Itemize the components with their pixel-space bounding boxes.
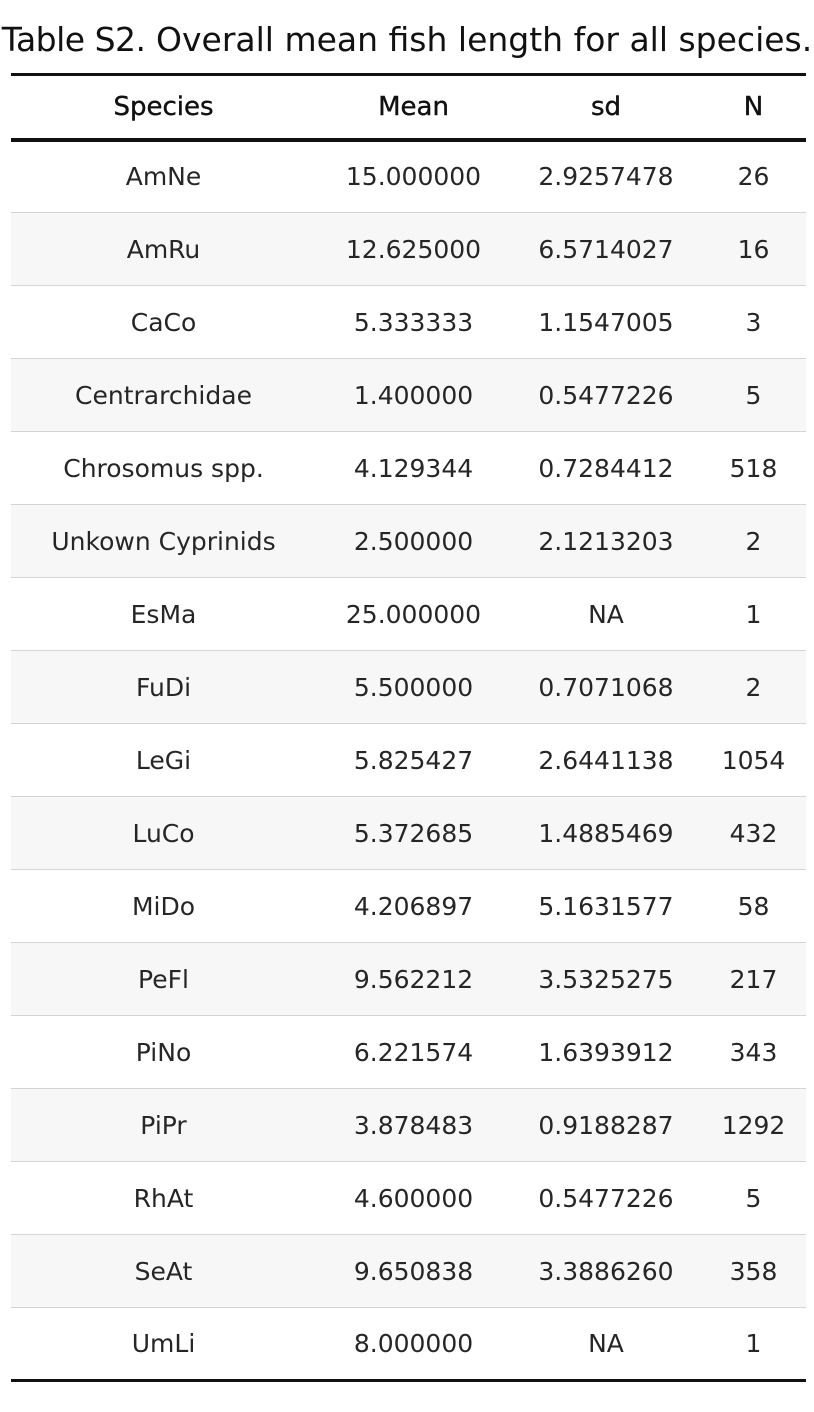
cell-n: 518 [729,453,778,483]
table-caption: Table S2. Overall mean fish length for a… [0,14,814,66]
cell-n: 432 [729,818,778,848]
table-row: PeFl 9.562212 3.5325275 217 [11,942,806,1016]
cell-species: PiNo [135,1037,192,1067]
table-row: LuCo 5.372685 1.4885469 432 [11,796,806,870]
column-header-sd: sd [590,91,622,122]
table-row: LeGi 5.825427 2.6441138 1054 [11,723,806,797]
cell-sd: 6.5714027 [538,234,674,264]
column-header-mean: Mean [378,91,449,122]
cell-species: Centrarchidae [75,380,252,410]
cell-mean: 12.625000 [345,234,482,264]
table-row: Centrarchidae 1.400000 0.5477226 5 [11,358,806,432]
table-row: SeAt 9.650838 3.3886260 358 [11,1234,806,1308]
cell-mean: 4.206897 [353,891,474,921]
cell-species: MiDo [131,891,196,921]
cell-species: Chrosomus spp. [63,453,264,483]
cell-n: 5 [745,1183,762,1213]
cell-sd: 1.1547005 [538,307,674,337]
caption-label: Table S2. [1,20,146,59]
cell-mean: 6.221574 [353,1037,474,1067]
table-row: EsMa 25.000000 NA 1 [11,577,806,651]
cell-n: 3 [745,307,762,337]
cell-sd: NA [588,1329,624,1358]
cell-species: PiPr [140,1110,187,1140]
cell-sd: 2.1213203 [538,526,674,556]
table-row: PiNo 6.221574 1.6393912 343 [11,1015,806,1089]
cell-sd: 1.4885469 [538,818,674,848]
table-body: AmNe 15.000000 2.9257478 26 AmRu 12.625000 6.5… [11,140,806,1381]
cell-species: SeAt [134,1256,193,1286]
table-row: Unkown Cyprinids 2.500000 2.1213203 2 [11,504,806,578]
cell-sd: 2.9257478 [538,162,674,192]
cell-species: UmLi [131,1329,196,1358]
cell-mean: 9.562212 [353,964,474,994]
cell-n: 58 [737,891,770,921]
cell-sd: 3.3886260 [538,1256,674,1286]
cell-species: LuCo [132,818,195,848]
cell-species: AmNe [125,162,202,192]
cell-mean: 15.000000 [345,162,482,192]
cell-species: Unkown Cyprinids [51,526,276,556]
cell-mean: 5.333333 [353,307,474,337]
cell-mean: 5.825427 [353,745,474,775]
cell-n: 26 [737,162,770,192]
species-length-table: Species Mean sd N AmNe 15.000000 2.9257478… [11,73,806,1382]
cell-species: LeGi [135,745,192,775]
cell-sd: NA [588,599,624,629]
cell-sd: 5.1631577 [538,891,674,921]
cell-sd: 0.5477226 [538,1183,674,1213]
cell-species: CaCo [130,307,197,337]
table-row: AmNe 15.000000 2.9257478 26 [11,140,806,213]
table-row: Chrosomus spp. 4.129344 0.7284412 518 [11,431,806,505]
cell-species: FuDi [135,672,192,702]
cell-sd: 0.5477226 [538,380,674,410]
cell-sd: 0.7071068 [538,672,674,702]
table-row: RhAt 4.600000 0.5477226 5 [11,1161,806,1235]
table-row: CaCo 5.333333 1.1547005 3 [11,285,806,359]
cell-n: 1 [745,599,762,629]
table-row: FuDi 5.500000 0.7071068 2 [11,650,806,724]
caption-text: Overall mean fish length for all species… [156,20,813,59]
table-container: Species Mean sd N AmNe 15.000000 2.9257478… [11,73,806,1382]
cell-n: 1292 [721,1110,786,1140]
cell-mean: 9.650838 [353,1256,474,1286]
cell-n: 2 [745,672,762,702]
cell-mean: 5.500000 [353,672,474,702]
cell-mean: 25.000000 [345,599,482,629]
column-header-species: Species [113,91,214,122]
cell-sd: 0.7284412 [538,453,674,483]
cell-sd: 2.6441138 [538,745,674,775]
cell-n: 1 [745,1329,762,1358]
cell-mean: 1.400000 [353,380,474,410]
cell-mean: 8.000000 [353,1329,474,1358]
cell-mean: 2.500000 [353,526,474,556]
header-row: Species Mean sd N [11,74,806,140]
cell-sd: 3.5325275 [538,964,674,994]
cell-n: 343 [729,1037,778,1067]
table-row: UmLi 8.000000 NA 1 [11,1307,806,1381]
cell-n: 2 [745,526,762,556]
table-row: AmRu 12.625000 6.5714027 16 [11,212,806,286]
cell-mean: 3.878483 [353,1110,474,1140]
column-header-n: N [743,91,764,122]
cell-species: RhAt [133,1183,194,1213]
cell-mean: 4.600000 [353,1183,474,1213]
table-row: MiDo 4.206897 5.1631577 58 [11,869,806,943]
cell-mean: 5.372685 [353,818,474,848]
cell-n: 217 [729,964,778,994]
cell-sd: 1.6393912 [538,1037,674,1067]
cell-mean: 4.129344 [353,453,474,483]
cell-n: 5 [745,380,762,410]
cell-n: 358 [729,1256,778,1286]
cell-species: EsMa [130,599,197,629]
table-row: PiPr 3.878483 0.9188287 1292 [11,1088,806,1162]
cell-n: 16 [737,234,770,264]
cell-species: PeFl [138,964,189,994]
cell-species: AmRu [126,234,201,264]
cell-n: 1054 [721,745,786,775]
cell-sd: 0.9188287 [538,1110,674,1140]
table-header: Species Mean sd N [11,74,806,140]
